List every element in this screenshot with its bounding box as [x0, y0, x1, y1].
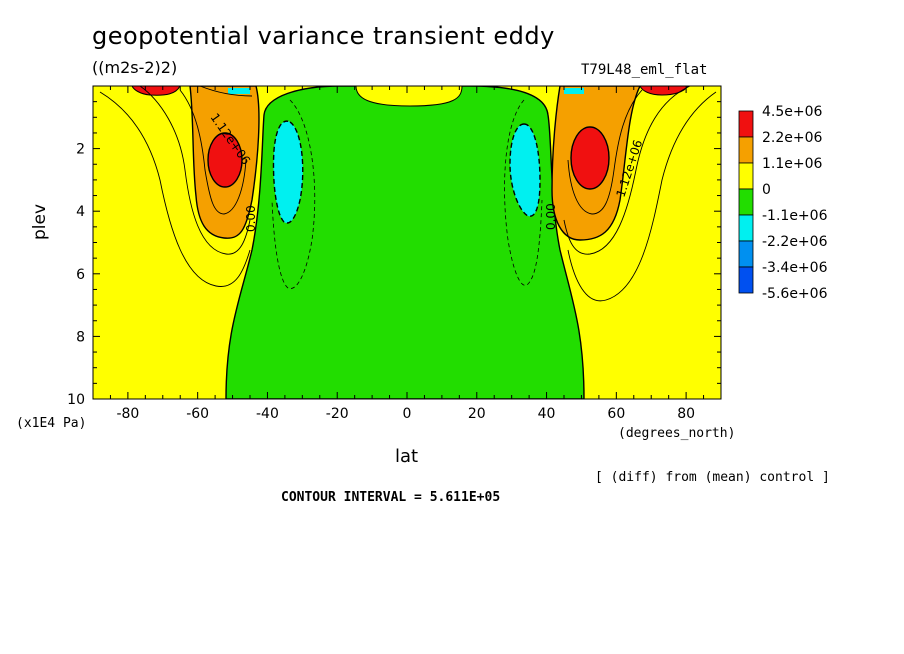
diff-note: [ (diff) from (mean) control ]: [595, 470, 830, 485]
field-red-nh: [570, 126, 610, 190]
dashed-contour-nh: [504, 99, 543, 286]
contour-nh-3: [567, 89, 643, 215]
legend-label: 2.2e+06: [762, 130, 823, 146]
legend-label: 4.5e+06: [762, 104, 823, 120]
contour-lines: [99, 86, 717, 302]
field-red-top-sh: [131, 86, 181, 96]
legend-swatch: [738, 188, 754, 216]
field-green-center: [225, 86, 585, 399]
x-axis-units: (degrees_north): [618, 426, 736, 441]
contour-sh-2: [99, 91, 251, 287]
field-cyan-sh: [272, 120, 304, 224]
y-tick-label: 6: [76, 267, 85, 283]
y-tick-label: 8: [76, 329, 85, 345]
field-cyan-top-nh: [564, 88, 584, 94]
contour-label-nh-2: 0.00: [544, 203, 558, 230]
legend-label: -3.4e+06: [762, 260, 828, 276]
legend-swatch: [738, 162, 754, 190]
x-tick-label: 80: [677, 406, 695, 422]
x-tick-label: -80: [116, 406, 139, 422]
dashed-contour-sh: [271, 99, 316, 289]
contour-interval: CONTOUR INTERVAL = 5.611E+05: [281, 490, 501, 505]
x-tick-label: -40: [256, 406, 279, 422]
x-tick-label: 40: [538, 406, 556, 422]
contour-nh-2: [567, 91, 717, 302]
chart-title: geopotential variance transient eddy: [92, 22, 555, 50]
legend-label: 0: [762, 182, 771, 198]
x-tick-label: -60: [186, 406, 209, 422]
legend-swatch: [738, 214, 754, 242]
x-tick-label: 60: [607, 406, 625, 422]
legend-swatch: [738, 136, 754, 164]
contour-label-sh-2: 0.00: [244, 205, 258, 232]
chart-units: ((m2s-2)2): [92, 58, 178, 77]
x-axis-label: lat: [395, 446, 419, 467]
legend-swatch: [738, 240, 754, 268]
field-cyan-nh: [509, 123, 541, 217]
legend-swatch: [738, 266, 754, 294]
field-cyan-top-sh: [228, 88, 250, 94]
legend-label: -1.1e+06: [762, 208, 828, 224]
contour-top: [199, 86, 253, 97]
y-axis-multiplier: (x1E4 Pa): [16, 416, 87, 431]
axes: -80 -60 -40 -20 0 20 40 60 80 2 4 6 8 10: [67, 86, 721, 422]
legend-label: 1.1e+06: [762, 156, 823, 172]
legend: 4.5e+06 2.2e+06 1.1e+06 0 -1.1e+06 -2.2e+06 -3…: [738, 104, 828, 302]
y-tick-label: 2: [76, 142, 85, 158]
x-tick-label: 0: [403, 406, 412, 422]
legend-swatch: [738, 110, 754, 138]
legend-label: -2.2e+06: [762, 234, 828, 250]
field-yellow-cap: [355, 86, 463, 107]
legend-label: -5.6e+06: [762, 286, 828, 302]
run-name: T79L48_eml_flat: [581, 62, 708, 78]
dashed-contours: [271, 99, 543, 289]
x-tick-label: 20: [468, 406, 486, 422]
field-red-sh: [207, 132, 243, 188]
x-tick-label: -20: [326, 406, 349, 422]
contour-sh-1: [139, 86, 251, 255]
y-tick-label: 10: [67, 392, 85, 408]
plot-field: 1.12e+06 0.00 0.00 1.12e+06: [93, 86, 721, 399]
contour-nh-1: [563, 86, 691, 255]
contour-sh-3: [179, 89, 247, 215]
y-tick-label: 4: [76, 204, 85, 220]
